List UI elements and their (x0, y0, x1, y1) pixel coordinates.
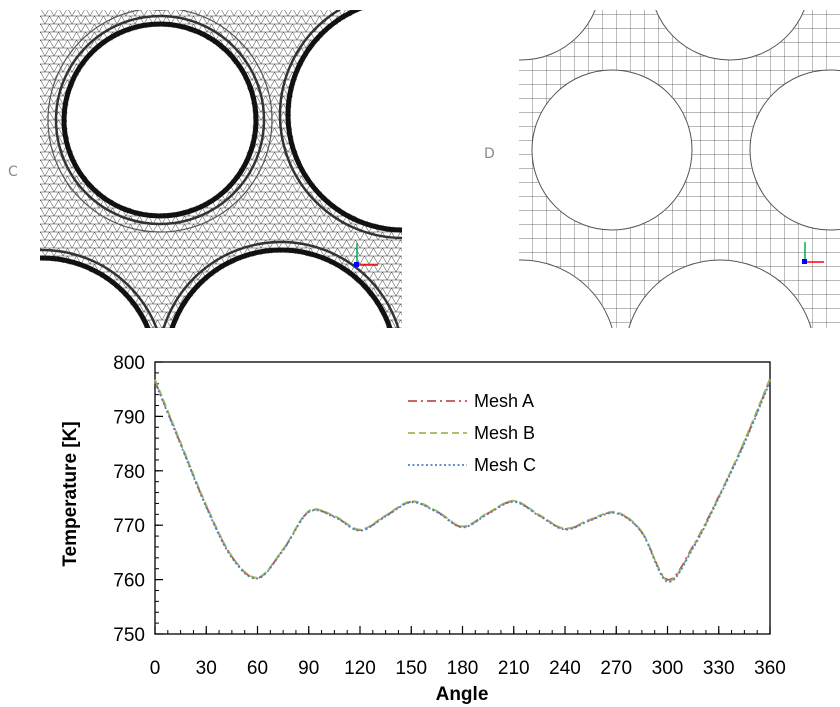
x-tick-label: 120 (344, 658, 376, 679)
cylinder-outline (531, 69, 693, 231)
y-tick-label: 790 (113, 407, 145, 428)
legend-label-mesh-b: Mesh B (474, 423, 535, 443)
x-tick-labels: 0 30 60 90 120 150 180 210 240 270 300 330 360 (150, 658, 786, 679)
y-tick-label: 750 (113, 625, 145, 646)
panel-label-d: D (484, 146, 495, 162)
plot-frame (154, 361, 771, 635)
axis-triad-icon (354, 243, 378, 267)
y-tick-label: 780 (113, 462, 145, 483)
x-tick-label: 240 (549, 658, 581, 679)
x-tick-label: 150 (395, 658, 427, 679)
series-line-mesh-c (154, 381, 771, 583)
x-tick-label: 90 (298, 658, 319, 679)
cylinder-boundary-layer (61, 21, 259, 219)
axis-triad-icon (802, 242, 824, 264)
panel-label-c: C (8, 164, 18, 180)
x-axis-title: Angle (436, 684, 489, 705)
x-tick-label: 330 (703, 658, 735, 679)
x-tick-label: 270 (600, 658, 632, 679)
series-lines (154, 377, 771, 583)
x-tick-label: 0 (150, 658, 161, 679)
x-tick-label: 30 (196, 658, 217, 679)
y-tick-labels: 750 760 770 780 790 800 (113, 353, 145, 646)
series-line-mesh-a (154, 379, 771, 581)
mesh-panel-d (519, 10, 840, 328)
mesh-panel-c (40, 10, 402, 328)
y-axis-title: Temperature [K] (60, 421, 81, 566)
legend-label-mesh-c: Mesh C (474, 455, 536, 475)
y-tick-label: 800 (113, 353, 145, 374)
x-tick-label: 360 (754, 658, 786, 679)
x-tick-label: 180 (447, 658, 479, 679)
temperature-chart: 750 760 770 780 790 800 0 30 60 90 120 150 180 210 24… (60, 353, 786, 705)
y-tick-label: 770 (113, 516, 145, 537)
legend-label-mesh-a: Mesh A (474, 391, 534, 411)
series-line-mesh-b (154, 377, 771, 582)
x-tick-label: 300 (652, 658, 684, 679)
chart-axes (154, 361, 771, 635)
x-tick-label: 60 (247, 658, 268, 679)
legend: Mesh A Mesh B Mesh C (408, 391, 536, 475)
y-tick-label: 760 (113, 571, 145, 592)
x-tick-label: 210 (498, 658, 530, 679)
